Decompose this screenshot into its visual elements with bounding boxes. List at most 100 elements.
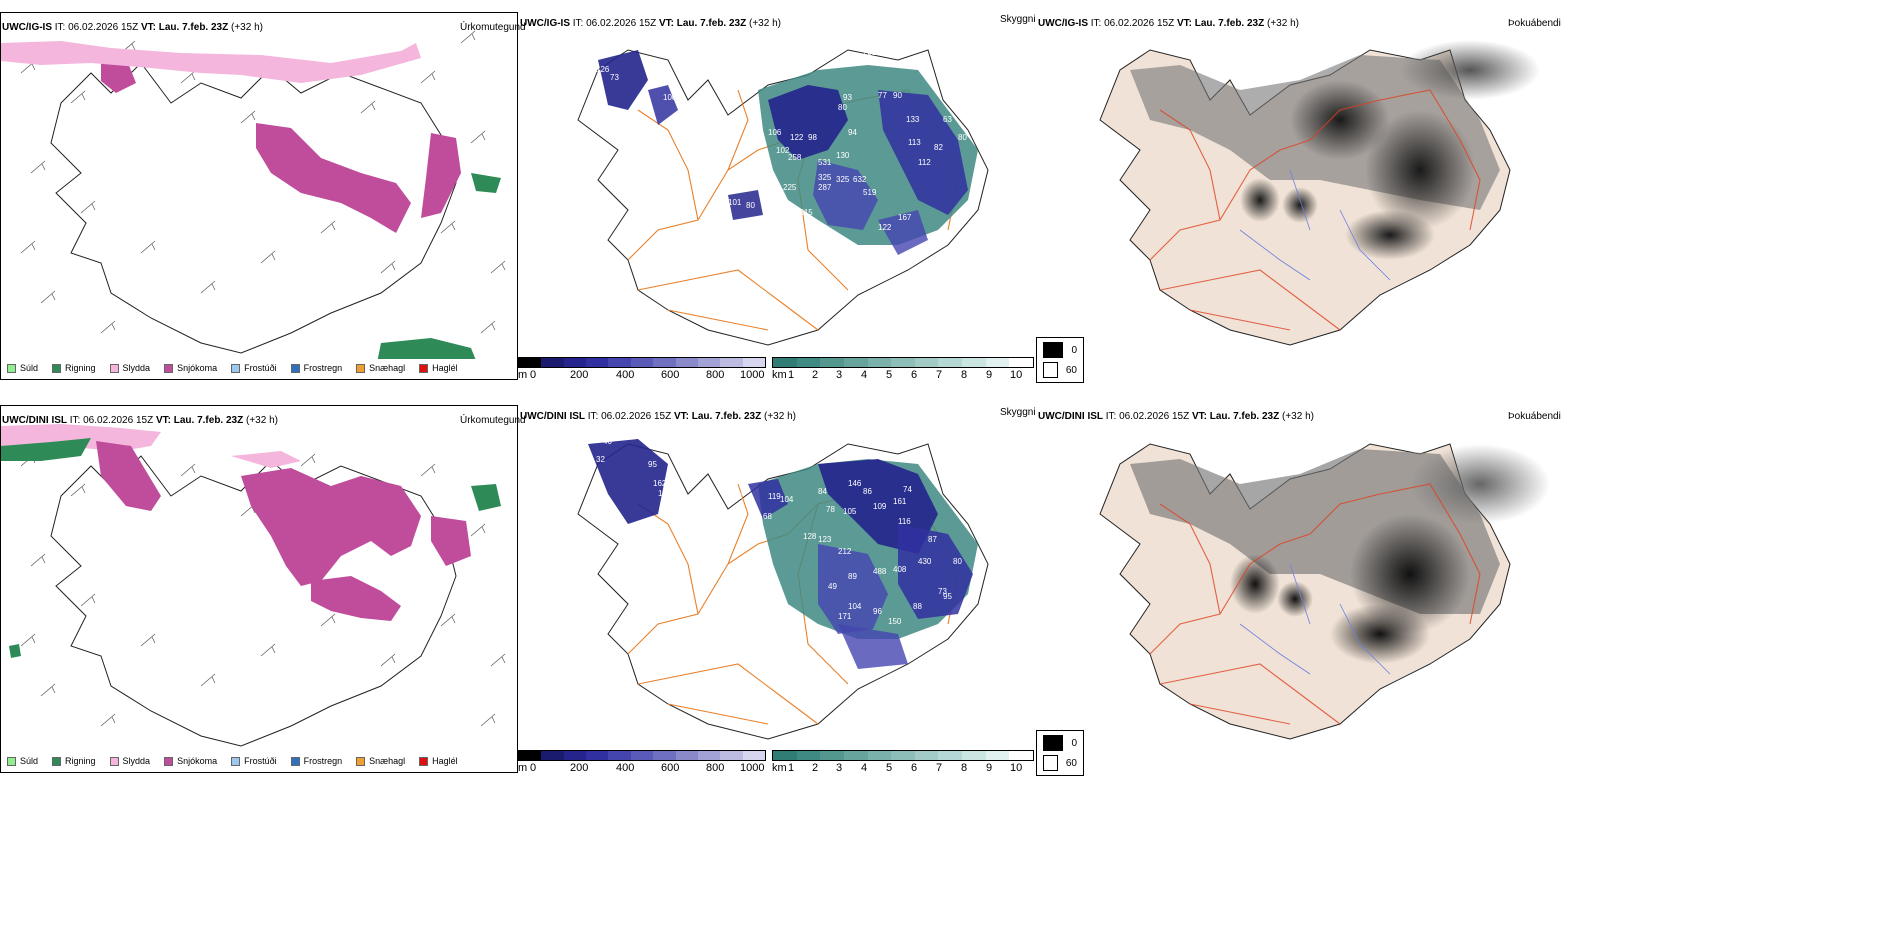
cloud-base-label: 130 bbox=[836, 151, 850, 160]
cloud-base-label: 201 bbox=[863, 48, 877, 57]
cloud-base-label: 82 bbox=[934, 143, 943, 152]
fog-title-top: UWC/IG-IS IT: 06.02.2026 15Z VT: Lau. 7.… bbox=[1038, 18, 1299, 29]
legend-item-3: Snjókoma bbox=[164, 363, 217, 373]
cloud-base-label: 488 bbox=[873, 567, 887, 576]
cloud-base-label: 68 bbox=[763, 512, 772, 521]
cloud-base-label: 119 bbox=[768, 492, 781, 501]
cloud-base-label: 63 bbox=[943, 115, 952, 124]
sleet-north bbox=[1, 424, 301, 468]
snow-nw bbox=[96, 441, 161, 511]
cloud-base-nw bbox=[588, 439, 668, 524]
fog-map-top bbox=[1099, 40, 1540, 346]
cloud-base-label: 212 bbox=[838, 547, 852, 556]
legend-box bbox=[1, 359, 517, 379]
cloud-base-label: 87 bbox=[928, 535, 937, 544]
cloud-base-label: 408 bbox=[893, 565, 907, 574]
precip-legend-top: Súld Rigning Slydda Snjókoma Frostúði Fr… bbox=[7, 363, 468, 373]
cloud-base-label: 531 bbox=[818, 158, 832, 167]
cloud-base-label: 225 bbox=[783, 183, 797, 192]
cloud-base-label: 632 bbox=[853, 175, 867, 184]
legend-item-7: Haglél bbox=[419, 756, 458, 766]
legend-item-4: Frostúði bbox=[231, 363, 277, 373]
cloud-base-label: 113 bbox=[618, 113, 631, 122]
legend-item-2: Slydda bbox=[109, 756, 150, 766]
cloud-base-label: 162 bbox=[653, 479, 667, 488]
legend-item-6: Snæhagl bbox=[356, 363, 405, 373]
rain-nw bbox=[1, 438, 91, 461]
cloud-title-top: UWC/IG-IS IT: 06.02.2026 15Z VT: Lau. 7.… bbox=[520, 18, 781, 29]
fog-label-top: Þokuábendi bbox=[1508, 18, 1561, 29]
precip-panel-top: Súld Rigning Slydda Snjókoma Frostúði Fr… bbox=[0, 12, 518, 380]
iceland-outline bbox=[50, 62, 457, 354]
fog-sea-ne bbox=[1400, 40, 1540, 100]
cloud-base-label: 150 bbox=[888, 617, 902, 626]
cloud-base-colorbar-top bbox=[518, 357, 766, 368]
cloud-base-label: 49 bbox=[828, 582, 837, 591]
cloud-base-label: 75 bbox=[766, 188, 775, 197]
legend-item-7: Haglél bbox=[419, 363, 458, 373]
precip-panel-bottom: Súld Rigning Slydda Snjókoma Frostúði Fr… bbox=[0, 405, 518, 773]
snow-band-main bbox=[256, 123, 411, 233]
precip-title-top: UWC/IG-IS IT: 06.02.2026 15Z VT: Lau. 7.… bbox=[2, 22, 263, 33]
cloud-base-label: 146 bbox=[848, 479, 862, 488]
cloud-base-label: 95 bbox=[648, 460, 657, 469]
legend-item-0: Súld bbox=[7, 363, 38, 373]
cloud-base-c bbox=[813, 160, 878, 230]
cloud-base-label: 258 bbox=[788, 153, 802, 162]
rivers bbox=[1239, 169, 1391, 281]
cloud-base-label: 106 bbox=[768, 128, 782, 137]
legend-item-2: Slydda bbox=[109, 363, 150, 373]
cloud-base-label: 80 bbox=[838, 103, 847, 112]
cloud-base-ticks-bottom: m 0 200 400 600 800 1000 bbox=[518, 762, 765, 774]
precip-map-bottom bbox=[1, 424, 517, 772]
cloud-panel-top: 77 126 73 68 113 100 106 122 98 102 258 531 130 325 32… bbox=[518, 30, 1038, 375]
cloud-base-label: 32 bbox=[596, 455, 605, 464]
cloud-base-label: 40 bbox=[603, 437, 612, 446]
cloud-base-label: 104 bbox=[848, 602, 862, 611]
snow-east bbox=[421, 133, 461, 218]
fog-label-bottom: Þokuábendi bbox=[1508, 411, 1561, 422]
fog-dark-s bbox=[1345, 210, 1435, 260]
cloud-base-label: 80 bbox=[958, 133, 967, 142]
fog-dark-east bbox=[1365, 110, 1475, 230]
cloud-base-label: 96 bbox=[873, 607, 882, 616]
cloud-base-w bbox=[748, 479, 788, 519]
cloud-base-label: 73 bbox=[610, 73, 619, 82]
cloud-base-colorbar-bottom bbox=[518, 750, 766, 761]
visibility-colorbar-top bbox=[772, 357, 1034, 368]
legend-item-4: Frostúði bbox=[231, 756, 277, 766]
fog-dark-c bbox=[1282, 187, 1318, 223]
cloud-base-label: 80 bbox=[746, 201, 755, 210]
fog-dark-w bbox=[1240, 178, 1280, 222]
cloud-label-top: Skyggni bbox=[1000, 14, 1036, 25]
cloud-title-bottom: UWC/DINI ISL IT: 06.02.2026 15Z VT: Lau.… bbox=[520, 411, 796, 422]
cloud-base-label: 325 bbox=[818, 173, 832, 182]
sleet-north bbox=[1, 41, 421, 83]
visibility-ticks-top: km 1 2 3 4 5 6 7 8 9 10 bbox=[772, 369, 1023, 381]
precip-legend-bottom: Súld Rigning Slydda Snjókoma Frostúði Fr… bbox=[7, 756, 468, 766]
cloud-base-label: 74 bbox=[903, 485, 912, 494]
unit-m: m bbox=[518, 369, 528, 381]
cloud-base-label: 73 bbox=[938, 587, 947, 596]
cloud-base-label: 90 bbox=[893, 91, 902, 100]
cloud-base-label: 100 bbox=[663, 93, 677, 102]
cloud-base-label: 165 bbox=[658, 489, 672, 498]
cloud-base-label: 93 bbox=[843, 93, 852, 102]
cloud-base-label: 133 bbox=[906, 115, 920, 124]
cloud-panel-bottom: 40 32 95 162 165 14 82 119 104 84 78 105 146 86 109 161… bbox=[518, 424, 1038, 769]
fog-panel-bottom bbox=[1040, 424, 1560, 769]
legend-item-3: Snjókoma bbox=[164, 756, 217, 766]
fog-dark-w bbox=[1230, 554, 1280, 614]
rivers bbox=[1239, 563, 1391, 675]
cloud-base-label: 95 bbox=[943, 592, 952, 601]
iceland-outline bbox=[50, 455, 457, 747]
cloud-base-label: 68 bbox=[590, 93, 599, 102]
cloud-base-label: 122 bbox=[790, 133, 804, 142]
fog-legend-top: 0 60 bbox=[1036, 337, 1084, 383]
cloud-base-label: 77 bbox=[600, 45, 609, 54]
cloud-base-label: 519 bbox=[863, 188, 877, 197]
cloud-base-label: 86 bbox=[863, 487, 872, 496]
cloud-base-label: 104 bbox=[780, 495, 794, 504]
